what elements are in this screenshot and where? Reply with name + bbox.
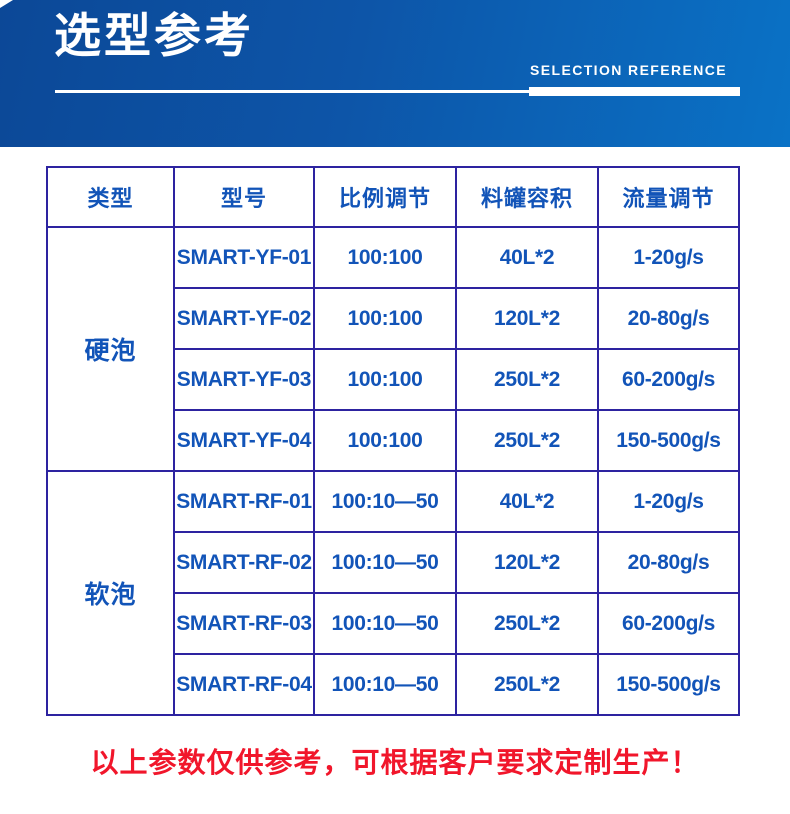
cell-ratio: 100:100 (313, 409, 457, 472)
cell-flow: 150-500g/s (597, 653, 740, 716)
type-group-cell: 硬泡 (46, 226, 175, 472)
table-row: SMART-YF-03 100:100 250L*2 60-200g/s (47, 348, 740, 411)
title-underline-accent (529, 87, 740, 96)
table-row: SMART-YF-02 100:100 120L*2 20-80g/s (47, 287, 740, 350)
cell-tank: 40L*2 (455, 470, 599, 533)
cell-tank: 40L*2 (455, 226, 599, 289)
cell-model: SMART-YF-04 (173, 409, 315, 472)
cell-model: SMART-YF-03 (173, 348, 315, 411)
col-header-model: 型号 (173, 166, 315, 228)
cell-flow: 1-20g/s (597, 470, 740, 533)
cell-ratio: 100:10—50 (313, 653, 457, 716)
cell-ratio: 100:100 (313, 348, 457, 411)
table-row: SMART-YF-04 100:100 250L*2 150-500g/s (47, 409, 740, 472)
cell-model: SMART-YF-01 (173, 226, 315, 289)
col-header-flow: 流量调节 (597, 166, 740, 228)
cell-tank: 120L*2 (455, 287, 599, 350)
cell-ratio: 100:10—50 (313, 470, 457, 533)
type-group-cell: 软泡 (46, 470, 175, 716)
cell-tank: 120L*2 (455, 531, 599, 594)
table-row: SMART-RF-04 100:10—50 250L*2 150-500g/s (47, 653, 740, 716)
selection-table: 类型 型号 比例调节 料罐容积 流量调节 硬泡 SMART-YF-01 100:10… (46, 166, 740, 716)
cell-flow: 60-200g/s (597, 592, 740, 655)
cell-ratio: 100:10—50 (313, 592, 457, 655)
cell-flow: 150-500g/s (597, 409, 740, 472)
cell-tank: 250L*2 (455, 409, 599, 472)
table-row: SMART-RF-03 100:10—50 250L*2 60-200g/s (47, 592, 740, 655)
corner-notch (0, 0, 13, 8)
page-title: 选型参考 (54, 9, 254, 62)
cell-model: SMART-YF-02 (173, 287, 315, 350)
cell-flow: 60-200g/s (597, 348, 740, 411)
table-row: 硬泡 SMART-YF-01 100:100 40L*2 1-20g/s (46, 226, 740, 472)
col-header-type: 类型 (46, 166, 175, 228)
col-header-ratio: 比例调节 (313, 166, 457, 228)
cell-model: SMART-RF-02 (173, 531, 315, 594)
cell-model: SMART-RF-03 (173, 592, 315, 655)
cell-model: SMART-RF-04 (173, 653, 315, 716)
cell-ratio: 100:100 (313, 287, 457, 350)
cell-flow: 20-80g/s (597, 531, 740, 594)
header-row: 类型 型号 比例调节 料罐容积 流量调节 (46, 166, 740, 228)
table-row: 软泡 SMART-RF-01 100:10—50 40L*2 1-20g/s (46, 470, 740, 716)
cell-ratio: 100:100 (313, 226, 457, 289)
header-banner: 选型参考 SELECTION REFERENCE (0, 0, 790, 147)
cell-flow: 1-20g/s (597, 226, 740, 289)
title-underline (55, 90, 530, 93)
cell-tank: 250L*2 (455, 348, 599, 411)
page-subtitle: SELECTION REFERENCE (530, 62, 727, 78)
cell-model: SMART-RF-01 (173, 470, 315, 533)
cell-ratio: 100:10—50 (313, 531, 457, 594)
cell-tank: 250L*2 (455, 592, 599, 655)
col-header-tank: 料罐容积 (455, 166, 599, 228)
cell-flow: 20-80g/s (597, 287, 740, 350)
cell-tank: 250L*2 (455, 653, 599, 716)
table-row: SMART-RF-02 100:10—50 120L*2 20-80g/s (47, 531, 740, 594)
footer-note: 以上参数仅供参考，可根据客户要求定制生产！ (90, 747, 700, 778)
